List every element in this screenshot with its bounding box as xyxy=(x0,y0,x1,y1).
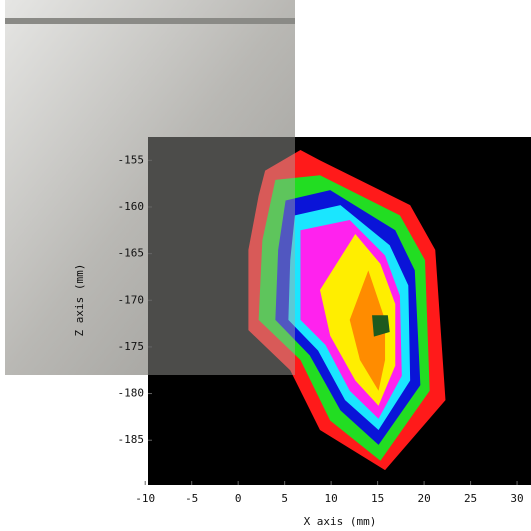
x-tick-label: 10 xyxy=(325,492,338,505)
contour-band xyxy=(349,270,386,391)
x-axis-label: X axis (mm) xyxy=(304,515,377,528)
y-tick-label: -165 xyxy=(118,247,145,260)
y-tick-label: -155 xyxy=(118,153,145,166)
y-tick-label: -185 xyxy=(118,433,145,446)
y-tick-label: -170 xyxy=(118,293,145,306)
photo-overlay xyxy=(148,137,295,375)
x-tick-label: 5 xyxy=(281,492,288,505)
y-axis-label: Z axis (mm) xyxy=(73,264,86,337)
photo-edge xyxy=(5,18,295,24)
y-tick-label: -180 xyxy=(118,387,145,400)
x-tick-label: 0 xyxy=(235,492,242,505)
x-tick-label: -10 xyxy=(135,492,155,505)
x-tick-label: 20 xyxy=(417,492,430,505)
y-tick-label: -160 xyxy=(118,200,145,213)
y-tick-label: -175 xyxy=(118,340,145,353)
x-tick-label: 30 xyxy=(510,492,523,505)
x-tick-label: 25 xyxy=(464,492,477,505)
x-tick-label: -5 xyxy=(185,492,198,505)
contour-band xyxy=(372,315,390,337)
x-tick-label: 15 xyxy=(371,492,384,505)
